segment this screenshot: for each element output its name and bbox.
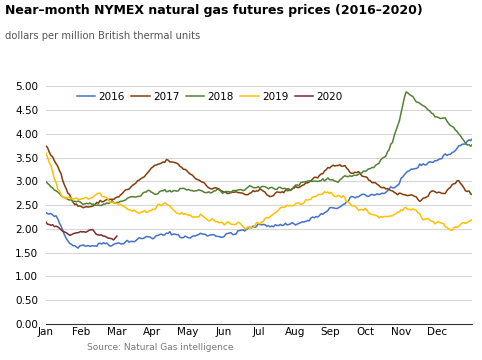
2020 — [114, 234, 120, 238]
2020 — [62, 230, 68, 234]
2018 — [52, 188, 57, 192]
2018 — [97, 203, 103, 208]
2020 — [67, 233, 73, 238]
2016 — [469, 136, 475, 141]
2020 — [102, 234, 107, 238]
2018 — [403, 90, 409, 94]
2020 — [76, 230, 81, 235]
2020 — [54, 224, 59, 228]
2017 — [80, 206, 86, 210]
2020 — [84, 229, 90, 234]
2016 — [317, 213, 322, 218]
2020 — [71, 231, 77, 236]
2019 — [342, 196, 348, 200]
2017 — [344, 166, 349, 170]
Legend: 2016, 2017, 2018, 2019, 2020: 2016, 2017, 2018, 2019, 2020 — [77, 91, 343, 102]
2019 — [315, 193, 321, 197]
2016 — [172, 232, 178, 236]
2018 — [383, 154, 388, 158]
2019 — [43, 151, 49, 155]
2020 — [112, 236, 118, 240]
2020 — [86, 228, 92, 233]
Line: 2017: 2017 — [46, 146, 472, 208]
2020 — [50, 222, 55, 227]
2019 — [449, 228, 455, 233]
2020 — [57, 226, 63, 231]
Text: dollars per million British thermal units: dollars per million British thermal unit… — [5, 31, 200, 41]
2020 — [64, 231, 69, 235]
2020 — [90, 227, 95, 231]
2016 — [383, 190, 388, 195]
2020 — [52, 225, 57, 229]
2020 — [46, 222, 52, 226]
2020 — [109, 237, 115, 241]
2016 — [75, 246, 81, 250]
2020 — [83, 230, 89, 234]
2016 — [344, 199, 349, 204]
2017 — [469, 193, 475, 197]
2020 — [58, 228, 64, 232]
Text: Near–month NYMEX natural gas futures prices (2016–2020): Near–month NYMEX natural gas futures pri… — [5, 4, 423, 17]
2019 — [52, 176, 57, 181]
2017 — [52, 158, 57, 163]
2020 — [100, 234, 106, 238]
2020 — [97, 233, 103, 237]
Line: 2016: 2016 — [46, 139, 472, 248]
2017 — [43, 144, 49, 148]
Line: 2020: 2020 — [46, 222, 117, 240]
2016 — [461, 142, 467, 146]
Line: 2018: 2018 — [46, 92, 472, 206]
2019 — [381, 214, 387, 219]
2020 — [48, 223, 54, 228]
2017 — [383, 187, 388, 191]
2020 — [106, 236, 111, 240]
2019 — [170, 208, 176, 212]
Line: 2019: 2019 — [46, 153, 472, 230]
2020 — [66, 232, 71, 237]
2020 — [88, 228, 94, 232]
2020 — [107, 236, 113, 240]
Text: Source: Natural Gas intelligence: Source: Natural Gas intelligence — [87, 343, 233, 352]
2017 — [172, 161, 178, 165]
2018 — [344, 174, 349, 179]
2020 — [72, 231, 78, 235]
2020 — [78, 229, 83, 234]
2020 — [93, 232, 99, 236]
2017 — [317, 173, 322, 177]
2018 — [469, 142, 475, 147]
2016 — [52, 214, 57, 219]
2020 — [45, 222, 51, 226]
2020 — [69, 232, 75, 237]
2020 — [43, 220, 49, 224]
2020 — [92, 230, 97, 234]
2020 — [81, 230, 87, 234]
2020 — [55, 225, 61, 229]
2018 — [463, 141, 469, 145]
2019 — [461, 220, 467, 225]
2019 — [469, 217, 475, 222]
2020 — [80, 230, 85, 234]
2020 — [104, 235, 109, 239]
2016 — [43, 210, 49, 215]
2018 — [43, 179, 49, 184]
2020 — [60, 229, 66, 234]
2020 — [95, 233, 101, 237]
2020 — [74, 230, 80, 235]
2018 — [172, 188, 178, 193]
2018 — [317, 179, 322, 183]
2020 — [98, 233, 104, 237]
2017 — [461, 186, 467, 190]
2020 — [110, 238, 116, 242]
